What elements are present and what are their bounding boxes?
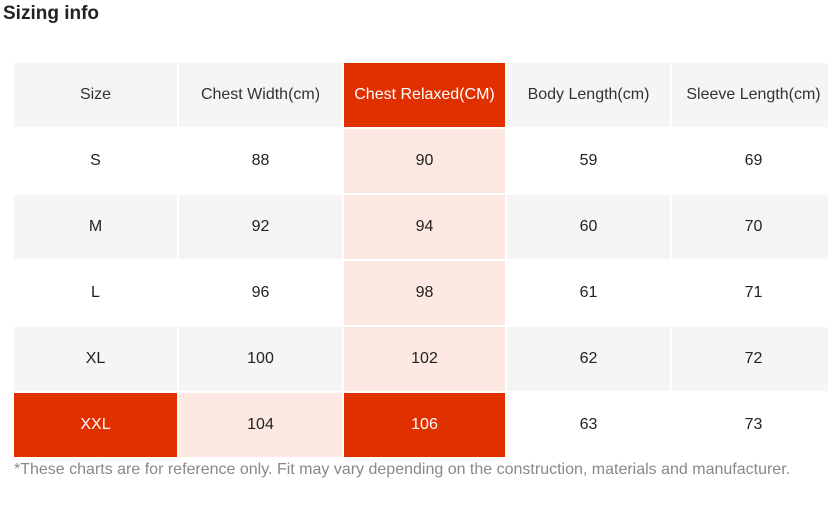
header-sleeve-length: Sleeve Length(cm) (672, 63, 828, 127)
table-cell-body-length: 61 (507, 261, 670, 325)
table-cell-size: S (14, 129, 177, 193)
table-cell-sleeve-length: 70 (672, 195, 828, 259)
table-cell-chest-width: 100 (179, 327, 342, 391)
table-cell-body-length: 62 (507, 327, 670, 391)
header-chest-relaxed: Chest Relaxed(CM) (344, 63, 505, 127)
table-cell-chest-relaxed: 98 (344, 261, 505, 325)
table-cell-chest-relaxed: 94 (344, 195, 505, 259)
table-cell-sleeve-length: 71 (672, 261, 828, 325)
table-cell-chest-width: 88 (179, 129, 342, 193)
header-body-length: Body Length(cm) (507, 63, 670, 127)
table-cell-chest-width: 92 (179, 195, 342, 259)
table-cell-body-length: 60 (507, 195, 670, 259)
table-cell-chest-width: 96 (179, 261, 342, 325)
table-cell-chest-relaxed: 90 (344, 129, 505, 193)
table-cell-sleeve-length: 72 (672, 327, 828, 391)
table-cell-chest-relaxed: 106 (344, 393, 505, 457)
disclaimer-footnote: *These charts are for reference only. Fi… (14, 461, 791, 478)
table-cell-chest-width: 104 (179, 393, 342, 457)
size-table: Size Chest Width(cm) Chest Relaxed(CM) B… (14, 63, 828, 457)
table-cell-sleeve-length: 69 (672, 129, 828, 193)
table-cell-chest-relaxed: 102 (344, 327, 505, 391)
table-cell-size: XL (14, 327, 177, 391)
table-cell-size: L (14, 261, 177, 325)
header-chest-width: Chest Width(cm) (179, 63, 342, 127)
table-cell-size: XXL (14, 393, 177, 457)
table-cell-body-length: 63 (507, 393, 670, 457)
header-size: Size (14, 63, 177, 127)
table-cell-sleeve-length: 73 (672, 393, 828, 457)
page-title: Sizing info (3, 3, 100, 24)
table-cell-size: M (14, 195, 177, 259)
table-cell-body-length: 59 (507, 129, 670, 193)
